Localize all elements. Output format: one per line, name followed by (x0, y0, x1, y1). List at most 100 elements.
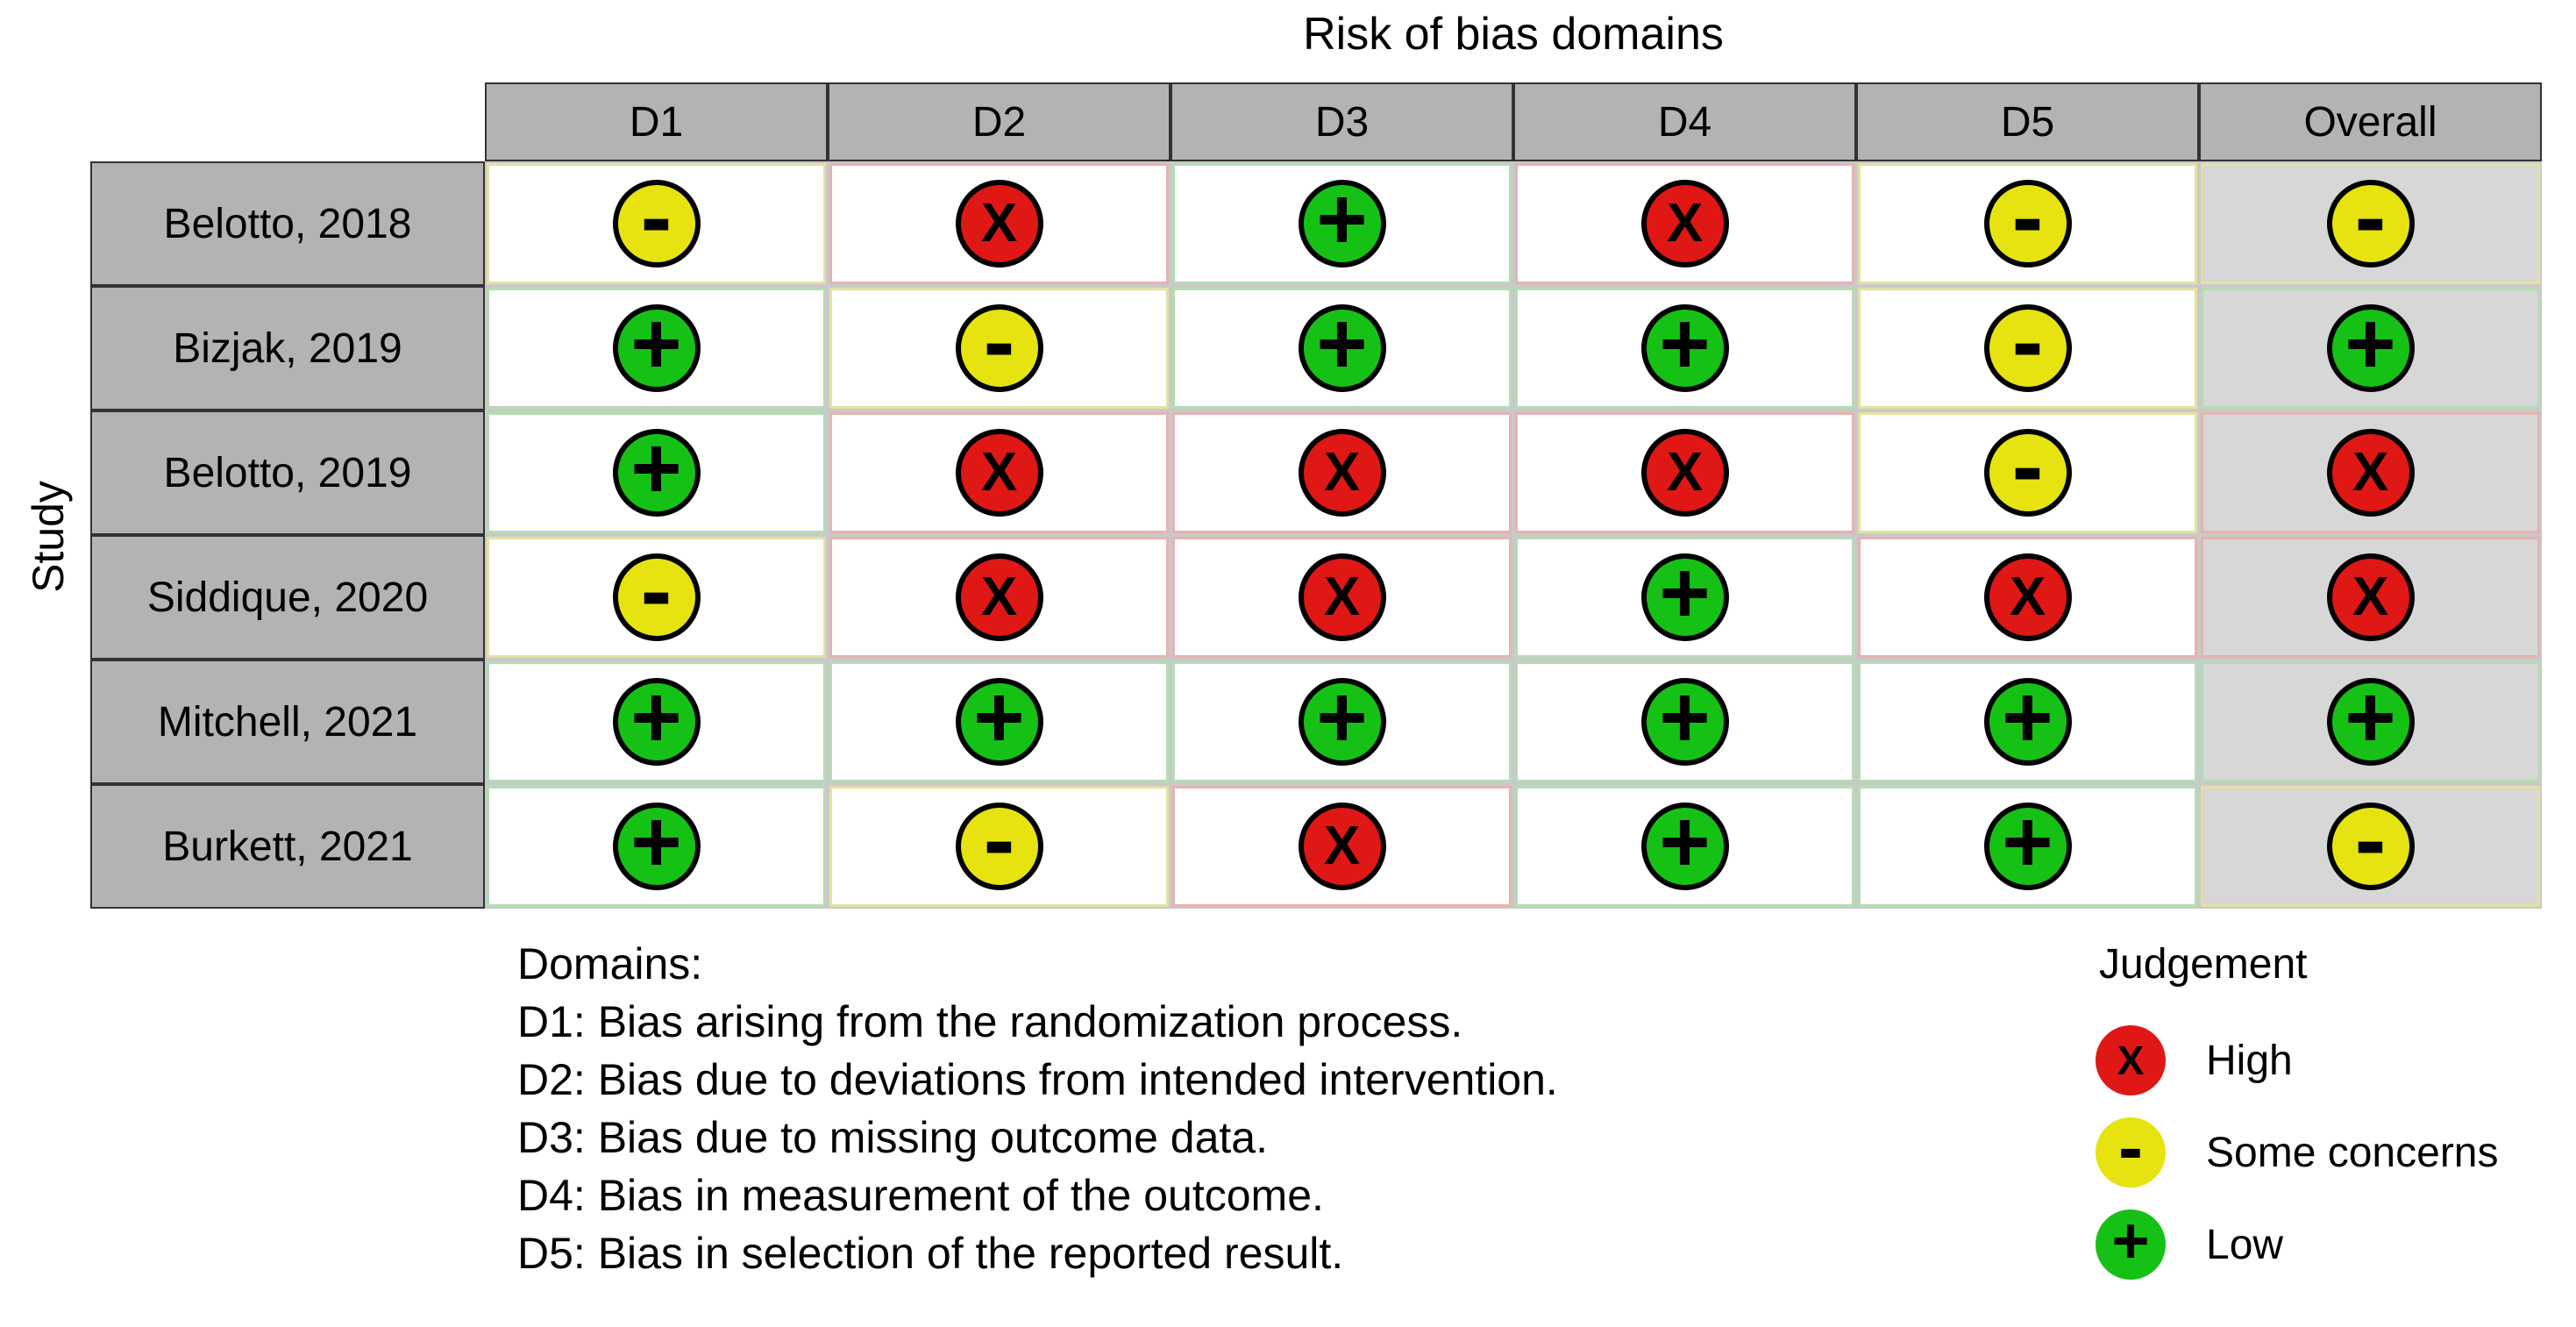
judgement-cell: + (2199, 660, 2542, 784)
judgement-cell: X (2199, 535, 2542, 660)
judgement-symbol: + (1659, 544, 1711, 642)
traffic-light-some-icon: - (955, 792, 1043, 890)
row-header: Belotto, 2019 (90, 410, 485, 535)
domain-definition: D5: Bias in selection of the reported re… (517, 1229, 1344, 1278)
judgement-symbol: - (2011, 412, 2044, 518)
judgement-symbol: - (2011, 288, 2044, 394)
traffic-light-low-icon: + (612, 798, 701, 890)
judgement-cell: - (2199, 161, 2542, 286)
judgement-cell: - (828, 784, 1171, 909)
judgement-symbol: + (1659, 793, 1711, 891)
judgement-cell: X (1171, 410, 1513, 535)
legend-label: High (2206, 1037, 2293, 1084)
traffic-light-high-icon: X (1640, 180, 1729, 268)
judgement-cell: X (1513, 161, 1856, 286)
legend-low-icon: + (2096, 1209, 2166, 1280)
legend-high-icon: X (2096, 1025, 2166, 1095)
traffic-light-some-icon: - (1983, 294, 2072, 392)
judgement-symbol: + (1659, 295, 1711, 393)
traffic-light-low-icon: + (1640, 300, 1729, 392)
judgement-symbol: + (2345, 295, 2396, 393)
judgement-symbol: - (2011, 163, 2044, 269)
judgement-cell: X (1171, 784, 1513, 909)
traffic-light-some-icon: - (1983, 418, 2072, 517)
judgement-cell: + (1513, 286, 1856, 410)
judgement-cell: + (2199, 286, 2542, 410)
row-header: Belotto, 2018 (90, 161, 485, 286)
judgement-symbol: + (630, 295, 682, 393)
judgement-symbol: X (980, 193, 1018, 253)
judgement-cell: + (1856, 660, 2199, 784)
judgement-symbol: + (1316, 295, 1368, 393)
judgement-cell: - (1856, 410, 2199, 535)
judgement-cell: + (485, 660, 828, 784)
judgement-symbol: - (640, 537, 672, 643)
domain-definition: D1: Bias arising from the randomization … (517, 997, 1463, 1046)
row-header: Siddique, 2020 (90, 535, 485, 660)
traffic-light-low-icon: + (955, 674, 1043, 766)
traffic-light-high-icon: X (955, 429, 1043, 517)
domain-definition: D2: Bias due to deviations from intended… (517, 1055, 1558, 1104)
traffic-light-some-icon: - (1983, 169, 2072, 268)
traffic-light-high-icon: X (1298, 429, 1386, 517)
traffic-light-high-icon: X (1298, 553, 1386, 641)
judgement-cell: - (485, 535, 828, 660)
traffic-light-some-icon: - (955, 294, 1043, 392)
legend-item-high: X High (2096, 1025, 2499, 1095)
judgement-cell: X (2199, 410, 2542, 535)
judgement-symbol: - (2354, 163, 2387, 269)
legend-symbol: - (2118, 1106, 2143, 1188)
judgement-symbol: X (1323, 567, 1361, 627)
domains-lines: D1: Bias arising from the randomization … (517, 993, 1558, 1282)
judgement-cell: + (1856, 784, 2199, 909)
figure-title: Risk of bias domains (1303, 9, 1724, 60)
judgement-cell: - (2199, 784, 2542, 909)
judgement-symbol: + (1316, 668, 1368, 767)
legend: Judgement X High - Some concerns + Low (2096, 940, 2499, 1302)
judgement-cell: X (828, 161, 1171, 286)
traffic-light-some-icon: - (2326, 792, 2415, 890)
traffic-light-low-icon: + (1298, 300, 1386, 392)
column-header-overall: Overall (2199, 82, 2542, 161)
judgement-cell: + (828, 660, 1171, 784)
judgement-symbol: X (1666, 193, 1704, 253)
judgement-cell: - (485, 161, 828, 286)
judgement-symbol: X (1323, 816, 1361, 876)
traffic-light-high-icon: X (2326, 553, 2415, 641)
legend-items: X High - Some concerns + Low (2096, 1025, 2499, 1280)
judgement-cell: + (1513, 660, 1856, 784)
traffic-light-high-icon: X (2326, 429, 2415, 517)
judgement-symbol: + (630, 419, 682, 517)
judgement-symbol: + (2002, 668, 2053, 767)
legend-some-icon: - (2096, 1110, 2166, 1188)
judgement-symbol: + (1659, 668, 1711, 767)
judgement-symbol: X (1323, 442, 1361, 503)
traffic-light-low-icon: + (612, 424, 701, 517)
rob-table: D1 D2 D3 D4 D5 Overall Belotto, 2018- X + X - - Bizj… (90, 82, 2542, 909)
traffic-light-low-icon: + (612, 300, 701, 392)
judgement-cell: + (1513, 535, 1856, 660)
judgement-symbol: X (2352, 567, 2389, 627)
column-header-d3: D3 (1171, 82, 1513, 161)
traffic-light-high-icon: X (1640, 429, 1729, 517)
judgement-cell: X (1513, 410, 1856, 535)
traffic-light-low-icon: + (1298, 674, 1386, 766)
column-header-d1: D1 (485, 82, 828, 161)
traffic-light-low-icon: + (1983, 674, 2072, 766)
traffic-light-low-icon: + (1640, 798, 1729, 890)
traffic-light-low-icon: + (612, 674, 701, 766)
legend-symbol: X (2117, 1038, 2145, 1083)
traffic-light-low-icon: + (1640, 674, 1729, 766)
traffic-light-low-icon: + (2326, 674, 2415, 766)
traffic-light-low-icon: + (1983, 798, 2072, 890)
judgement-cell: X (828, 535, 1171, 660)
judgement-cell: X (1856, 535, 2199, 660)
row-header: Burkett, 2021 (90, 784, 485, 909)
judgement-cell: + (1513, 784, 1856, 909)
judgement-symbol: + (1316, 170, 1368, 268)
judgement-cell: + (1171, 286, 1513, 410)
domains-heading: Domains: (517, 939, 703, 988)
column-header-d5: D5 (1856, 82, 2199, 161)
judgement-symbol: + (973, 668, 1025, 767)
